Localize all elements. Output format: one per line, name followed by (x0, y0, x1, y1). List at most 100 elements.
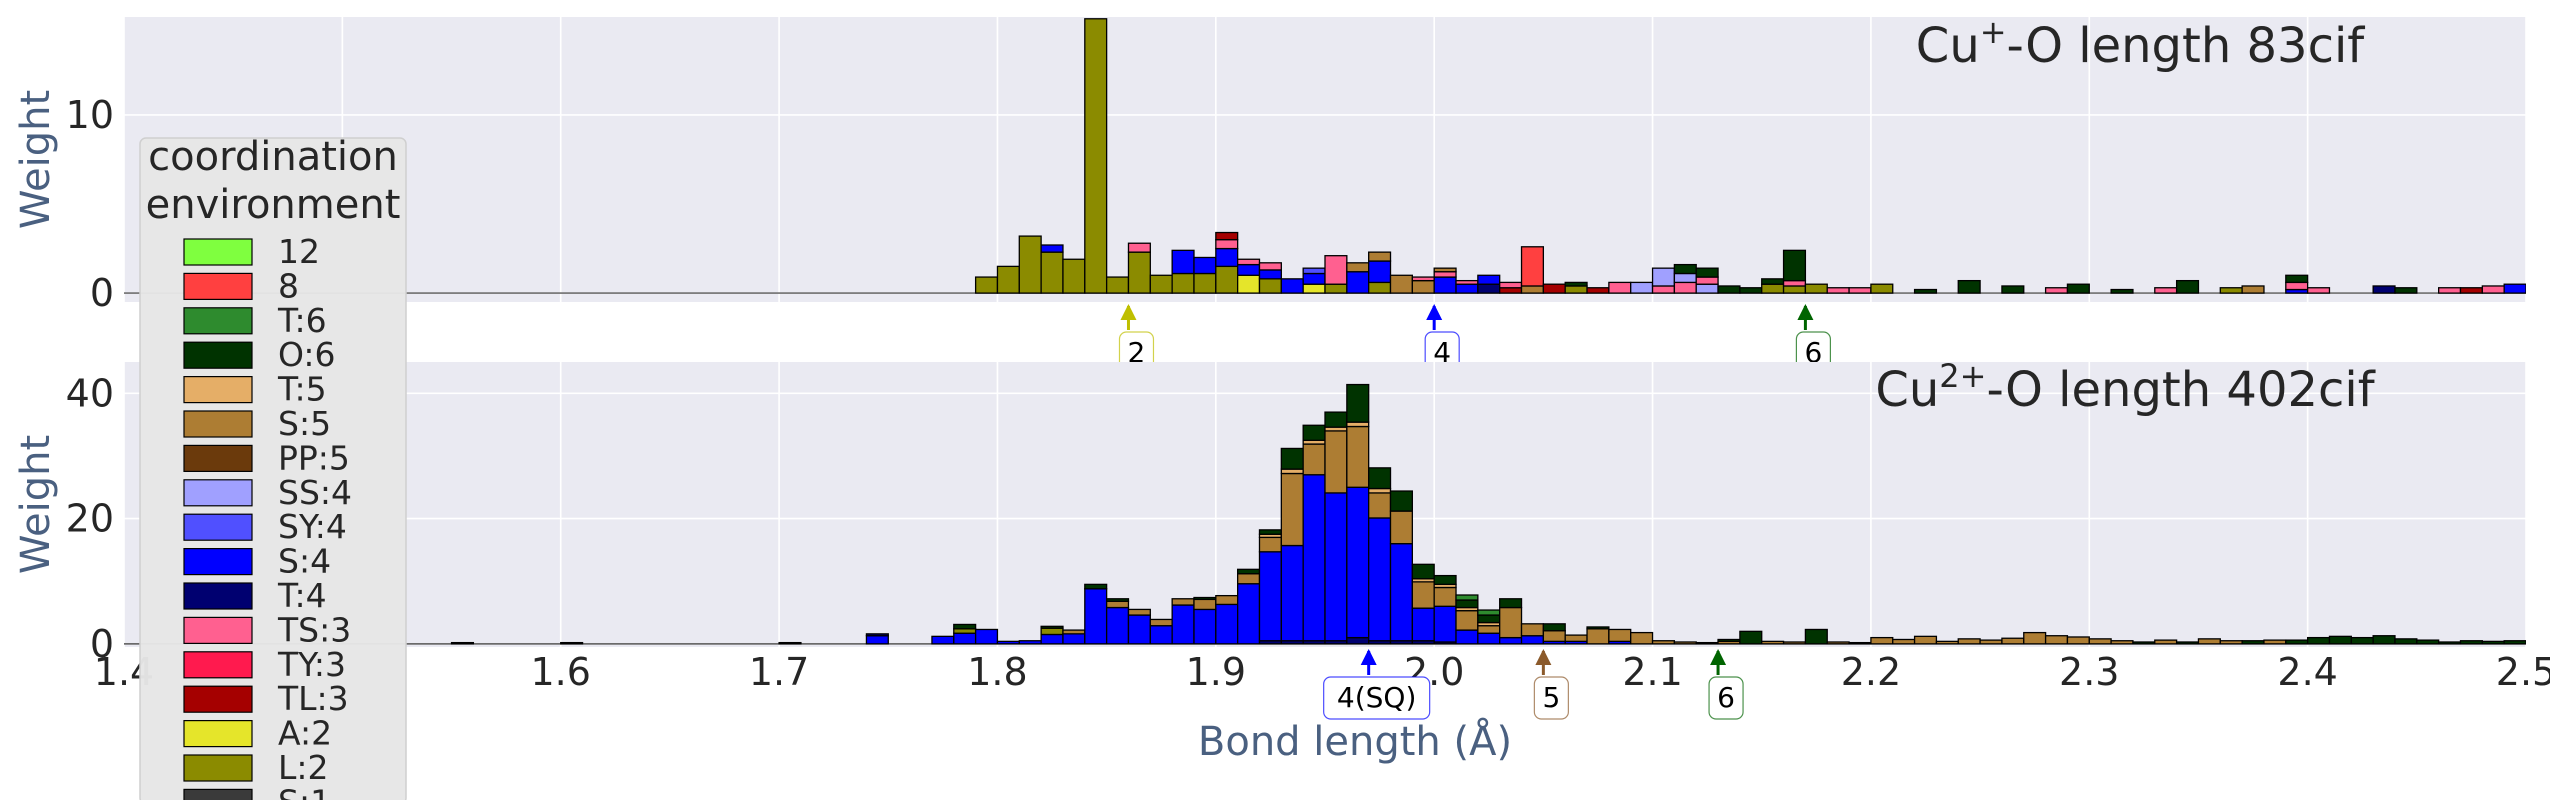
bar-segment (1499, 287, 1523, 294)
legend-label: O:6 (278, 335, 336, 374)
bar-segment (1564, 634, 1588, 643)
bar-segment (1280, 544, 1304, 642)
bar-segment (1062, 629, 1086, 635)
bar-segment (1455, 629, 1479, 645)
bar-segment (1105, 600, 1130, 609)
bar-segment (1520, 635, 1545, 645)
bar-segment (1237, 568, 1261, 575)
marker-label-box (1708, 676, 1744, 720)
bar-segment (1477, 614, 1501, 624)
bar-segment (1127, 614, 1151, 645)
bar-segment (1171, 604, 1195, 645)
bar-segment (1477, 632, 1501, 645)
bar-segment (1870, 283, 1894, 294)
bar-segment (1542, 623, 1566, 632)
bar-segment (2154, 639, 2178, 645)
bar-segment (1040, 625, 1064, 629)
marker-label-box (1533, 676, 1569, 720)
bar-segment (2372, 285, 2396, 294)
legend-title: environment (146, 182, 401, 228)
legend-swatch (183, 547, 253, 576)
top-panel: 0 10 Cu+-O length 83cif Weight 2 4 6 (13, 13, 2527, 375)
bar-segment (1171, 249, 1195, 275)
legend-label: T:4 (277, 576, 327, 615)
bar-segment (1149, 618, 1173, 627)
bar-segment (1193, 256, 1217, 275)
bar-segment (1739, 287, 1763, 294)
bar-segment (1193, 608, 1217, 645)
bar-segment (1389, 274, 1413, 294)
bar-segment (2438, 641, 2462, 645)
bar-segment (1673, 281, 1697, 294)
marker-label: 2 (1128, 336, 1146, 369)
chart-title: Cu+-O length 83cif (1916, 13, 2366, 74)
legend-swatch (183, 307, 253, 335)
bar-segment (1804, 283, 1828, 294)
bar-segment (1062, 258, 1086, 294)
marker-label: 6 (1804, 336, 1822, 369)
chart-title-rest: -O length 402cif (1986, 362, 2375, 418)
bar-segment (1761, 283, 1785, 294)
legend-label: PP:5 (278, 438, 350, 477)
legend-swatch (183, 754, 253, 782)
bar-segment (1368, 487, 1392, 494)
bar-segment (1237, 583, 1261, 645)
chart-title-sup: + (1980, 13, 2007, 51)
bar-segment (1040, 633, 1064, 645)
bar-segment (2066, 636, 2090, 645)
x-tick-label: 1.9 (1186, 650, 1246, 694)
bar-segment (2241, 640, 2265, 645)
bar-segment (1433, 605, 1457, 643)
bar-segment (1193, 598, 1217, 611)
bar-segment (1040, 251, 1064, 294)
bar-segment (1433, 267, 1457, 273)
bar-segment (2394, 287, 2418, 294)
marker-label-box (1323, 676, 1431, 720)
legend-swatch (183, 616, 253, 645)
bar-segment (1302, 474, 1326, 642)
bar-segment (1673, 263, 1697, 275)
legend-swatch (183, 651, 253, 679)
chart-title: Cu2+-O length 402cif (1875, 357, 2375, 418)
bar-segment (1433, 271, 1457, 278)
bar-segment (1258, 551, 1282, 642)
bar-segment (778, 641, 802, 645)
bar-segment (2044, 287, 2069, 294)
bar-segment (1368, 467, 1392, 490)
bar-segment (1171, 272, 1195, 294)
y-tick-label: 10 (66, 93, 114, 137)
bar-segment (2175, 641, 2200, 645)
bar-segment (2438, 287, 2462, 294)
bar-segment (1477, 609, 1501, 616)
bar-segment (1455, 610, 1479, 631)
bar-segment (1018, 235, 1042, 294)
bar-segment (1717, 285, 1741, 294)
bar-segment (1455, 279, 1479, 285)
bar-segment (1127, 608, 1151, 616)
bar-segment (2285, 281, 2309, 291)
bar-segment (1302, 283, 1326, 294)
marker-label: 4(SQ) (1337, 681, 1416, 714)
bar-segment (2481, 640, 2505, 645)
bar-segment (2394, 638, 2418, 645)
bar-segment (1499, 281, 1523, 289)
bar-segment (1171, 598, 1195, 606)
bar-segment (2416, 639, 2440, 645)
bar-segment (1346, 636, 1370, 645)
bar-segment (1368, 260, 1392, 284)
legend-label: TS:3 (277, 610, 351, 649)
x-tick-label: 1.6 (531, 650, 591, 694)
bar-segment (1673, 272, 1697, 284)
bar-segment (1411, 279, 1435, 294)
bar-segment (1084, 583, 1108, 590)
bar-segment (1499, 636, 1523, 645)
bar-segment (1761, 278, 1785, 285)
bar-segment (1913, 635, 1938, 645)
bar-segment (1280, 472, 1304, 547)
legend-label: S:4 (278, 542, 331, 581)
legend-label: 12 (278, 232, 320, 271)
bar-segment (2263, 639, 2287, 645)
bar-segment (1957, 638, 1981, 645)
bar-segment (1455, 283, 1479, 294)
bar-segment (865, 633, 889, 637)
